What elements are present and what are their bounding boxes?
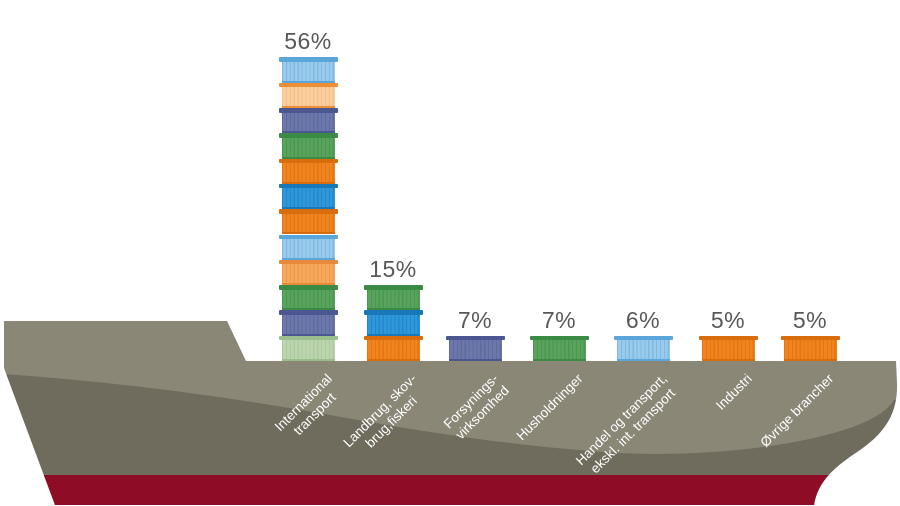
container-body [366, 289, 420, 311]
shipping-container [278, 133, 338, 159]
shipping-container [278, 234, 338, 260]
container-top-rail [278, 133, 338, 138]
shipping-container [278, 259, 338, 286]
value-label: 15% [369, 256, 417, 283]
container-top-rail [529, 335, 589, 341]
shipping-container [278, 158, 338, 184]
value-label: 6% [625, 306, 661, 333]
container-body [281, 213, 335, 235]
container-top-rail [278, 158, 338, 164]
container-body [281, 188, 335, 210]
shipping-container [780, 335, 840, 361]
container-top-rail [278, 108, 338, 113]
container-top-rail [278, 234, 338, 239]
shipping-container [278, 335, 338, 361]
shipping-container [278, 82, 338, 108]
container-top-rail [363, 285, 423, 290]
shipping-container [278, 285, 338, 311]
shipping-container [613, 335, 673, 361]
value-label: 5% [710, 306, 746, 333]
container-top-rail [613, 335, 673, 341]
container-top-rail [363, 310, 423, 315]
shipping-container [363, 310, 423, 336]
container-body [281, 340, 335, 361]
container-top-rail [278, 285, 338, 290]
container-body [448, 340, 502, 361]
ship-keel-stripe [4, 475, 898, 505]
container-body [281, 112, 335, 134]
container-body [281, 163, 335, 184]
container-top-rail [278, 259, 338, 265]
container-body [366, 340, 420, 361]
container-top-rail [278, 82, 338, 88]
container-top-rail [278, 183, 338, 189]
container-body [783, 340, 837, 361]
container-body [281, 87, 335, 108]
container-top-rail [445, 335, 505, 341]
container-body [281, 314, 335, 336]
shipping-container [278, 183, 338, 210]
shipping-container [278, 209, 338, 235]
container-body [701, 340, 755, 361]
container-top-rail [278, 209, 338, 214]
shipping-container [278, 57, 338, 83]
shipping-container [363, 285, 423, 311]
container-body [366, 314, 420, 336]
shipping-container [445, 335, 505, 361]
value-label: 7% [541, 306, 577, 333]
container-body [281, 137, 335, 159]
container-top-rail [278, 57, 338, 62]
container-body [281, 264, 335, 286]
value-label: 7% [457, 306, 493, 333]
shipping-container [363, 335, 423, 361]
shipping-container [529, 335, 589, 361]
container-top-rail [363, 335, 423, 341]
value-label: 5% [792, 306, 828, 333]
container-top-rail [278, 310, 338, 315]
container-top-rail [698, 335, 758, 341]
shipping-container [278, 310, 338, 336]
container-top-rail [278, 335, 338, 341]
container-top-rail [780, 335, 840, 341]
value-label: 56% [284, 28, 332, 55]
container-body [616, 340, 670, 361]
shipping-container [278, 108, 338, 134]
container-body [281, 61, 335, 83]
shipping-container [698, 335, 758, 361]
container-body [281, 239, 335, 260]
container-body [281, 289, 335, 311]
container-body [532, 340, 586, 361]
